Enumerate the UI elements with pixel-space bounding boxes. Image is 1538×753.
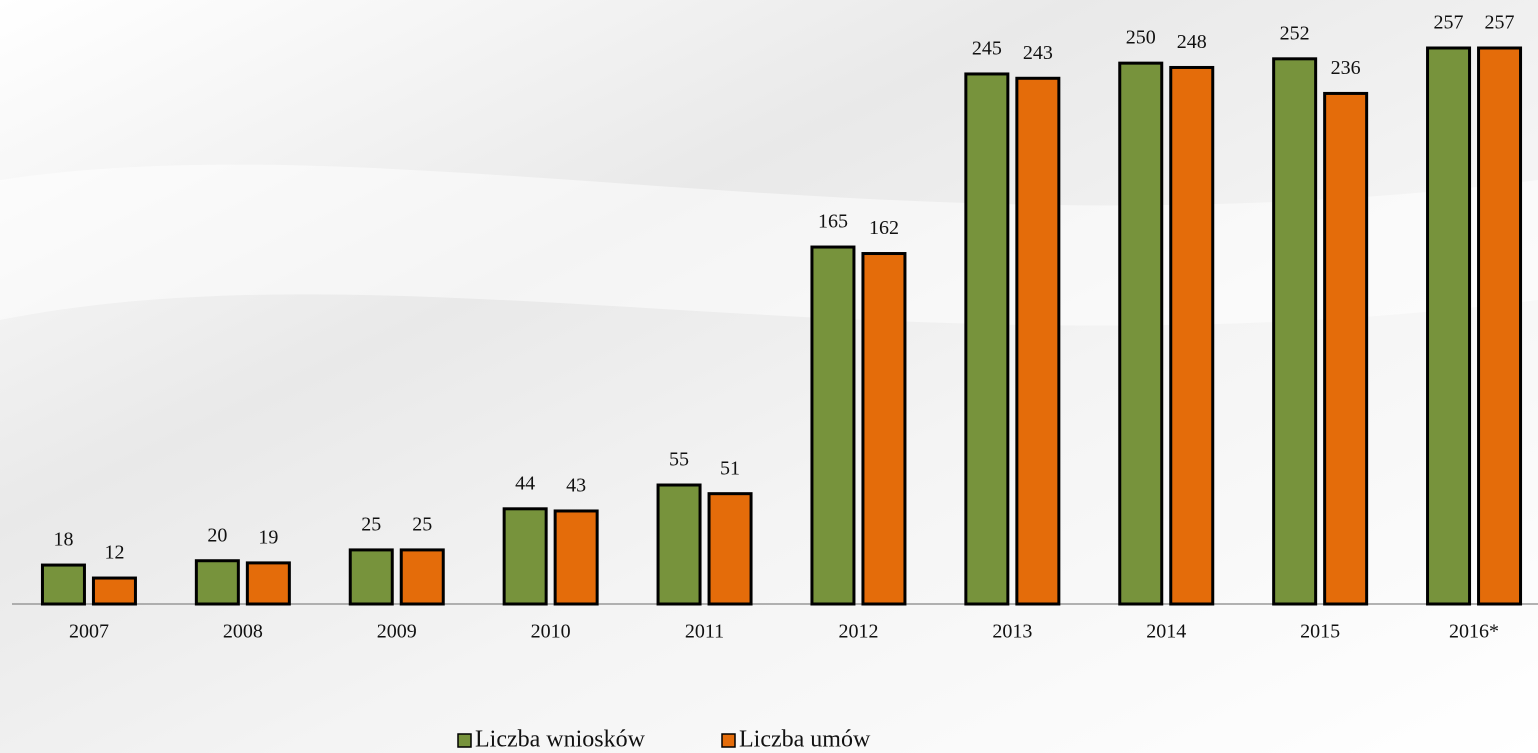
legend-label: Liczba umów [739,727,871,753]
bar [348,548,394,606]
bar [194,559,240,606]
bar [553,509,599,606]
bar [964,72,1010,606]
value-label: 245 [972,38,1002,60]
value-label: 248 [1177,31,1207,53]
x-tick-label: 2015 [1300,621,1340,643]
value-label: 257 [1485,12,1515,34]
x-tick-label: 2012 [838,621,878,643]
bar [502,507,548,606]
value-label: 12 [104,542,124,564]
value-label: 250 [1126,27,1156,49]
value-label: 19 [258,526,278,548]
value-label: 20 [207,524,227,546]
value-label: 43 [566,475,586,497]
value-label: 162 [869,217,899,239]
bar [1477,46,1523,606]
bar [1323,91,1369,606]
bar [1015,76,1061,606]
value-label: 44 [515,472,535,494]
value-label: 51 [720,457,740,479]
bar [1118,61,1164,606]
x-tick-label: 2009 [377,621,417,643]
value-label: 252 [1280,22,1310,44]
x-tick-label: 2008 [223,621,263,643]
value-label: 25 [361,514,381,536]
bar [40,563,86,606]
bar [245,561,291,606]
x-tick-label: 2014 [1146,621,1186,643]
x-tick-label: 2010 [531,621,571,643]
value-label: 25 [412,514,432,536]
bar [1272,57,1318,606]
legend-label: Liczba wniosków [475,727,646,753]
x-tick-label: 2013 [992,621,1032,643]
value-label: 236 [1331,57,1361,79]
bar [399,548,445,606]
value-label: 257 [1434,12,1464,34]
legend-swatch [457,733,472,748]
bar [656,483,702,606]
x-tick-label: 2016* [1449,621,1499,643]
value-label: 165 [818,211,848,233]
bar [707,492,753,606]
x-tick-label: 2011 [685,621,724,643]
value-label: 243 [1023,42,1053,64]
value-label: 55 [669,449,689,471]
bar [1169,65,1215,606]
x-tick-label: 2007 [69,621,109,643]
value-label: 18 [53,529,73,551]
bar [1426,46,1472,606]
bar [91,576,137,606]
bar [810,245,856,606]
legend-swatch [721,733,736,748]
bar [861,252,907,606]
